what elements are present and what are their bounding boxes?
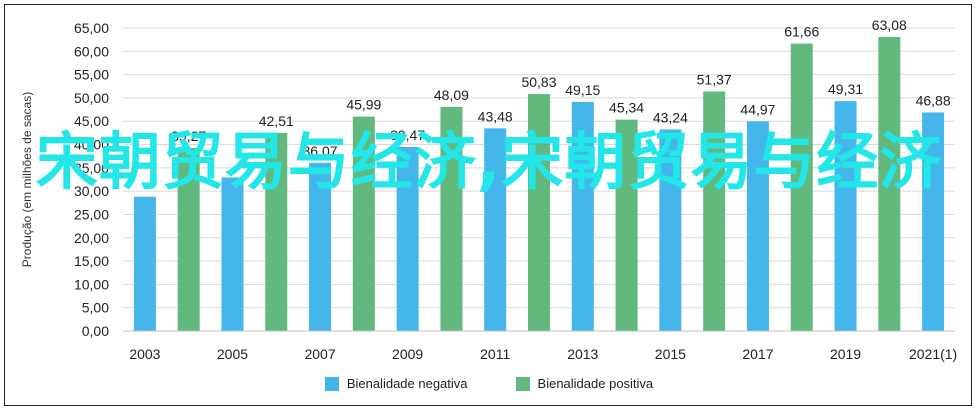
x-tick-label: 2011 — [480, 346, 510, 362]
bar-2004 — [177, 147, 200, 331]
data-label-2010: 48,09 — [434, 87, 469, 103]
legend-swatch-positive — [515, 376, 530, 391]
x-tick-label: 2009 — [392, 346, 423, 362]
bar-2020 — [878, 36, 901, 331]
data-label-2021: 46,88 — [916, 92, 951, 108]
legend-label-positive: Bienalidade positiva — [537, 376, 654, 391]
data-label-2017: 44,97 — [740, 101, 775, 117]
x-tick-label: 2015 — [655, 346, 686, 362]
y-tick-label: 65,00 — [74, 20, 109, 36]
bar-2016 — [703, 91, 726, 331]
x-tick-label: 2003 — [129, 346, 160, 362]
y-axis-label: Produção (em milhões de sacas) — [20, 92, 34, 267]
y-tick-label: 0,00 — [82, 323, 109, 339]
bar-2013 — [571, 101, 594, 332]
y-tick-label: 25,00 — [74, 206, 109, 222]
x-tick-label: 2019 — [830, 346, 861, 362]
data-label-2013: 49,15 — [565, 82, 600, 98]
data-label-2007: 36,07 — [303, 143, 338, 159]
x-tick-label: 2007 — [304, 346, 335, 362]
y-tick-label: 40,00 — [74, 137, 109, 153]
bar-2017 — [746, 121, 769, 332]
y-tick-label: 50,00 — [74, 90, 109, 106]
y-tick-label: 5,00 — [82, 300, 109, 316]
y-tick-label: 45,00 — [74, 113, 109, 129]
data-label-2009: 39,47 — [390, 127, 425, 143]
data-label-2020: 63,08 — [872, 17, 907, 33]
bar-2005 — [221, 177, 244, 331]
data-label-2008: 45,99 — [346, 97, 381, 113]
y-tick-label: 20,00 — [74, 230, 109, 246]
y-tick-label: 60,00 — [74, 43, 109, 59]
bar-2021 — [922, 112, 945, 332]
data-label-2018: 61,66 — [784, 24, 819, 40]
bar-2003 — [133, 196, 156, 331]
bar-2018 — [790, 43, 813, 331]
y-tick-label: 55,00 — [74, 67, 109, 83]
bar-2012 — [528, 94, 550, 331]
bar-2019 — [834, 101, 857, 331]
bar-2014 — [615, 119, 638, 331]
data-label-2016: 51,37 — [697, 72, 732, 88]
x-tick-label: 2017 — [742, 346, 773, 362]
data-label-2014: 45,34 — [609, 100, 644, 116]
bar-2009 — [396, 147, 419, 331]
data-label-2011: 43,48 — [478, 108, 513, 124]
data-label-2006: 42,51 — [259, 113, 294, 129]
y-tick-label: 35,00 — [74, 160, 109, 176]
x-tick-label: 2013 — [567, 346, 598, 362]
y-tick-label: 15,00 — [74, 253, 109, 269]
legend: Bienalidade negativa Bienalidade positiv… — [0, 376, 978, 391]
bar-2006 — [265, 132, 288, 331]
y-tick-label: 10,00 — [74, 276, 109, 292]
data-label-2012: 50,83 — [521, 74, 556, 90]
x-tick-label: 2021(1) — [909, 346, 957, 362]
data-label-2004: 39,27 — [171, 128, 206, 144]
bar-2010 — [440, 106, 463, 331]
legend-label-negative: Bienalidade negativa — [346, 376, 468, 391]
legend-item-positive: Bienalidade positiva — [515, 376, 654, 391]
bar-2015 — [659, 129, 682, 331]
bar-2008 — [352, 116, 375, 331]
y-tick-label: 30,00 — [74, 183, 109, 199]
data-label-2015: 43,24 — [653, 109, 688, 125]
bar-2011 — [484, 128, 507, 331]
bar-2007 — [309, 162, 332, 331]
x-tick-label: 2005 — [217, 346, 248, 362]
legend-item-negative: Bienalidade negativa — [324, 376, 468, 391]
legend-swatch-negative — [324, 376, 339, 391]
data-label-2019: 49,31 — [828, 81, 863, 97]
